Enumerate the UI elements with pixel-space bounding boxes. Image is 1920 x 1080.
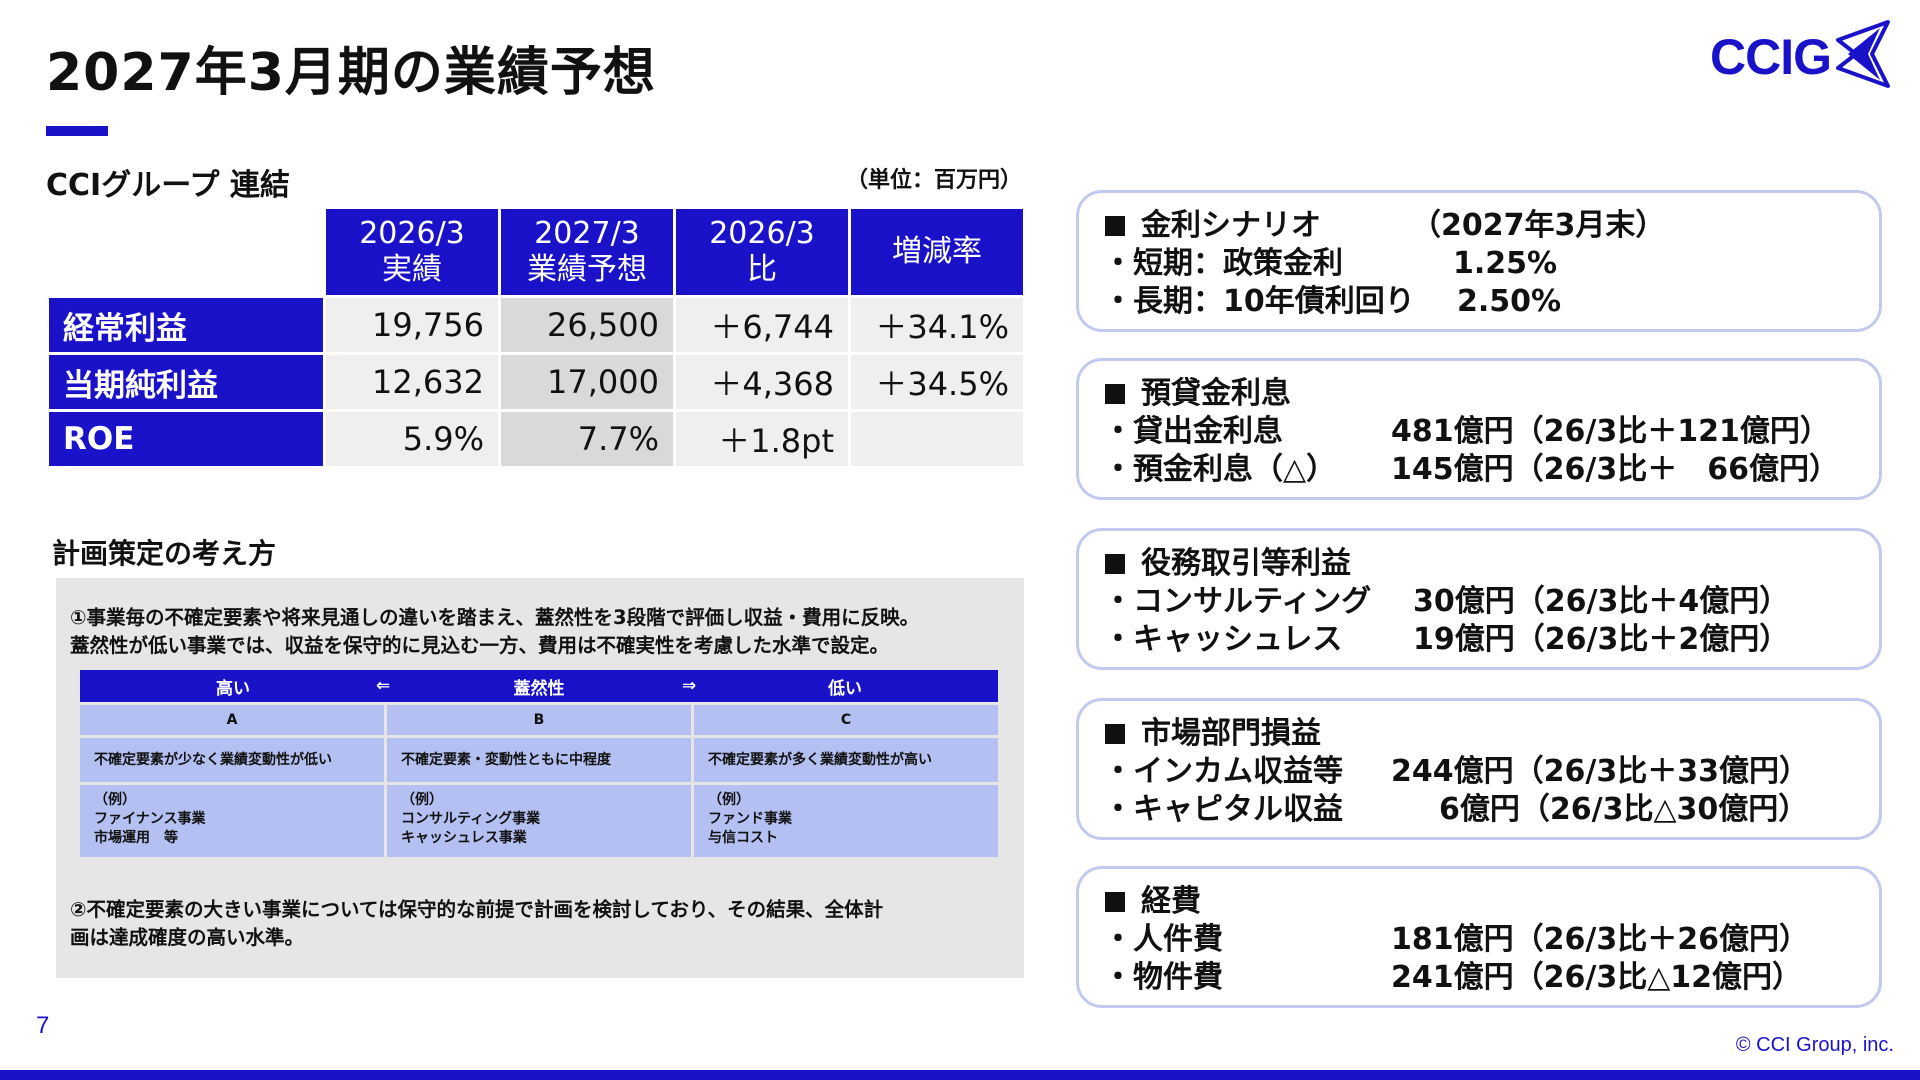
bottom-bar	[0, 1070, 1920, 1080]
card-line: ・キャピタル収益 6億円（26/3比△30億円）	[1103, 792, 1809, 827]
header-low: 低い	[828, 678, 862, 699]
probability-grid: 高い ⇐ 蓋然性 ⇒ 低い A B C 不確定要素が少なく業績変動性が低い 不確…	[80, 670, 998, 860]
card-line: ・短期：政策金利 1.25%	[1103, 246, 1558, 281]
table-cell: 17,000	[501, 355, 673, 409]
card-heading-extra: （2027年3月末）	[1411, 208, 1666, 243]
table-cell: ＋1.8pt	[676, 412, 848, 466]
page-title: 2027年3月期の業績予想	[46, 43, 656, 103]
col-header-2026-actual: 2026/3 実績	[326, 209, 498, 295]
copyright: © CCI Group, inc.	[1735, 1034, 1894, 1056]
table-cell	[851, 412, 1023, 466]
plan-box: ①事業毎の不確定要素や将来見通しの違いを踏まえ、蓋然性を3段階で評価し収益・費用…	[56, 578, 1024, 978]
logo-text: CCIG	[1710, 29, 1832, 85]
unit-label: （単位：百万円）	[846, 168, 1023, 193]
results-table: 2026/3 実績 2027/3 業績予想 2026/3 比 増減率 経常利益 …	[46, 206, 1026, 469]
group-label: CCIグループ 連結	[46, 168, 290, 203]
card-heading: 預貸金利息	[1141, 376, 1291, 411]
card-line: ・人件費 181億円（26/3比＋26億円）	[1103, 922, 1809, 957]
table-cell: 7.7%	[501, 412, 673, 466]
table-cell: ＋4,368	[676, 355, 848, 409]
table-cell: ＋6,744	[676, 298, 848, 352]
card-expenses: 経費 ・人件費 181億円（26/3比＋26億円） ・物件費 241億円（26/…	[1076, 866, 1882, 1008]
grid-row-examples: （例） ファイナンス事業 市場運用 等 （例） コンサルティング事業 キャッシュ…	[80, 785, 998, 857]
card-line: ・インカム収益等 244億円（26/3比＋33億円）	[1103, 754, 1809, 789]
card-heading: 役務取引等利益	[1141, 546, 1351, 581]
results-header-row: 2026/3 実績 2027/3 業績予想 2026/3 比 増減率	[49, 209, 1023, 295]
probability-header: 高い ⇐ 蓋然性 ⇒ 低い	[80, 670, 998, 702]
col-header-vs-2026: 2026/3 比	[676, 209, 848, 295]
table-row: 当期純利益 12,632 17,000 ＋4,368 ＋34.5%	[49, 355, 1023, 409]
col-header-2027-forecast: 2027/3 業績予想	[501, 209, 673, 295]
card-line: ・預金利息（△） 145億円（26/3比＋ 66億円）	[1103, 452, 1839, 487]
square-bullet-icon	[1105, 554, 1125, 574]
card-line: ・物件費 241億円（26/3比△12億円）	[1103, 960, 1803, 995]
table-row: ROE 5.9% 7.7% ＋1.8pt	[49, 412, 1023, 466]
grid-cell: 不確定要素が少なく業績変動性が低い	[80, 738, 384, 782]
grid-cell: 不確定要素・変動性ともに中程度	[387, 738, 691, 782]
square-bullet-icon	[1105, 384, 1125, 404]
card-heading: 経費	[1141, 884, 1201, 919]
table-row: 経常利益 19,756 26,500 ＋6,744 ＋34.1%	[49, 298, 1023, 352]
header-high: 高い	[216, 678, 250, 699]
grid-cell: B	[387, 705, 691, 735]
card-loan-deposit-interest: 預貸金利息 ・貸出金利息 481億円（26/3比＋121億円） ・預金利息（△）…	[1076, 358, 1882, 500]
table-cell: 19,756	[326, 298, 498, 352]
table-cell: 26,500	[501, 298, 673, 352]
table-cell: ＋34.1%	[851, 298, 1023, 352]
plan-section-title: 計画策定の考え方	[52, 537, 277, 570]
card-market-division: 市場部門損益 ・インカム収益等 244億円（26/3比＋33億円） ・キャピタル…	[1076, 698, 1882, 840]
table-corner	[49, 209, 323, 295]
header-probability: 蓋然性	[513, 678, 565, 699]
card-line: ・貸出金利息 481億円（26/3比＋121億円）	[1103, 414, 1830, 449]
table-cell: 5.9%	[326, 412, 498, 466]
card-heading: 金利シナリオ	[1141, 208, 1321, 243]
square-bullet-icon	[1105, 216, 1125, 236]
card-line: ・長期：10年債利回り 2.50%	[1103, 284, 1562, 319]
card-heading: 市場部門損益	[1141, 716, 1321, 751]
grid-cell: C	[694, 705, 998, 735]
grid-row-desc: 不確定要素が少なく業績変動性が低い 不確定要素・変動性ともに中程度 不確定要素が…	[80, 738, 998, 782]
row-label: ROE	[49, 412, 323, 466]
square-bullet-icon	[1105, 892, 1125, 912]
row-label: 経常利益	[49, 298, 323, 352]
card-fees-commissions: 役務取引等利益 ・コンサルティング 30億円（26/3比＋4億円） ・キャッシュ…	[1076, 528, 1882, 670]
plan-text-1: ①事業毎の不確定要素や将来見通しの違いを踏まえ、蓋然性を3段階で評価し収益・費用…	[70, 606, 920, 657]
grid-cell: 不確定要素が多く業績変動性が高い	[694, 738, 998, 782]
page-number: 7	[36, 1012, 50, 1039]
card-line: ・キャッシュレス 19億円（26/3比＋2億円）	[1103, 622, 1790, 657]
square-bullet-icon	[1105, 724, 1125, 744]
grid-cell: （例） ファンド事業 与信コスト	[694, 785, 998, 857]
grid-row-letters: A B C	[80, 705, 998, 735]
grid-cell: （例） ファイナンス事業 市場運用 等	[80, 785, 384, 857]
logo-star-icon	[1836, 20, 1890, 88]
title-underline	[46, 126, 108, 136]
grid-cell: （例） コンサルティング事業 キャッシュレス事業	[387, 785, 691, 857]
card-interest-scenario: 金利シナリオ （2027年3月末） ・短期：政策金利 1.25% ・長期：10年…	[1076, 190, 1882, 332]
ccig-logo: CCIG	[1710, 18, 1890, 90]
grid-cell: A	[80, 705, 384, 735]
table-cell: 12,632	[326, 355, 498, 409]
table-cell: ＋34.5%	[851, 355, 1023, 409]
row-label: 当期純利益	[49, 355, 323, 409]
card-line: ・コンサルティング 30億円（26/3比＋4億円）	[1103, 584, 1790, 619]
plan-text-2: ②不確定要素の大きい事業については保守的な前提で計画を検討しており、その結果、全…	[70, 898, 884, 949]
col-header-change-rate: 増減率	[851, 209, 1023, 295]
